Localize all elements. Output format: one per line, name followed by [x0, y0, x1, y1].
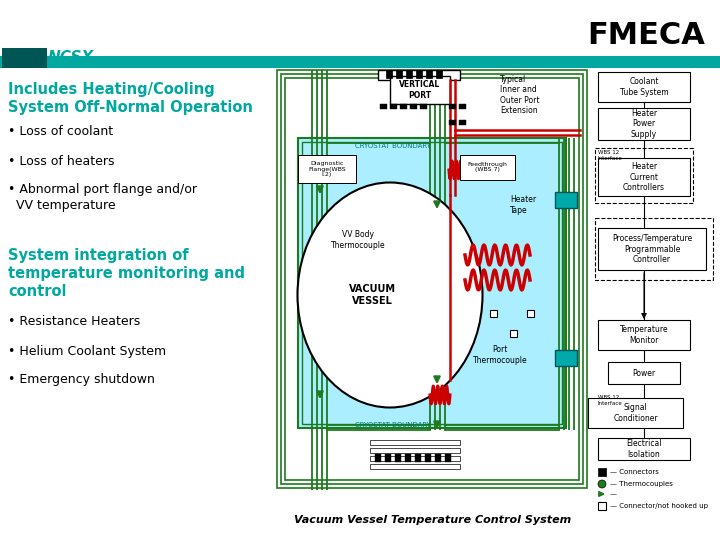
Text: Coolant
Tube System: Coolant Tube System: [620, 77, 668, 97]
Text: Power: Power: [632, 368, 656, 377]
Bar: [598, 228, 706, 270]
Bar: [380, 104, 387, 109]
Bar: [598, 158, 690, 196]
Bar: [510, 330, 517, 337]
Bar: [370, 464, 460, 469]
Bar: [595, 148, 693, 203]
Text: Signal
Conditioner: Signal Conditioner: [613, 403, 658, 423]
Bar: [285, 78, 579, 480]
Bar: [416, 70, 422, 78]
Text: Feedthrough
(WBS 7): Feedthrough (WBS 7): [467, 161, 507, 172]
Text: • Helium Coolant System: • Helium Coolant System: [8, 345, 166, 358]
Bar: [298, 138, 566, 428]
Text: Vacuum Vessel Temperature Control System: Vacuum Vessel Temperature Control System: [294, 515, 572, 525]
Bar: [595, 218, 713, 280]
Bar: [459, 104, 466, 109]
Bar: [436, 70, 442, 78]
Text: Heater
Power
Supply: Heater Power Supply: [631, 109, 657, 139]
Bar: [281, 74, 583, 484]
Text: — Connector/not hooked up: — Connector/not hooked up: [610, 503, 708, 509]
Text: WBS 12
Interface: WBS 12 Interface: [598, 150, 623, 161]
Bar: [555, 192, 577, 208]
Bar: [588, 398, 683, 428]
Text: Electrical
Isolation: Electrical Isolation: [626, 440, 662, 458]
Text: VV Body
Thermocouple: VV Body Thermocouple: [330, 230, 385, 249]
Bar: [277, 70, 587, 488]
Text: VERTICAL
PORT: VERTICAL PORT: [400, 80, 441, 100]
Text: Diagnostic
Flange(WBS
I.2): Diagnostic Flange(WBS I.2): [308, 161, 346, 177]
Text: Port
Thermocouple: Port Thermocouple: [473, 345, 527, 364]
Bar: [370, 440, 460, 445]
Text: • Resistance Heaters: • Resistance Heaters: [8, 315, 140, 328]
Bar: [460, 155, 515, 180]
Bar: [490, 310, 497, 317]
Bar: [459, 120, 466, 125]
Bar: [396, 70, 402, 78]
Bar: [598, 108, 690, 140]
Bar: [2, 48, 47, 68]
Text: — Connectors: — Connectors: [610, 469, 659, 475]
Bar: [386, 70, 392, 78]
Bar: [395, 454, 401, 462]
Bar: [410, 104, 417, 109]
Bar: [598, 320, 690, 350]
Bar: [405, 454, 411, 462]
Text: —: —: [610, 491, 617, 497]
Text: Process/Temperature
Programmable
Controller: Process/Temperature Programmable Control…: [612, 234, 692, 264]
Bar: [555, 350, 577, 366]
Bar: [420, 104, 427, 109]
Bar: [425, 454, 431, 462]
Text: NCSX: NCSX: [48, 51, 94, 65]
Bar: [406, 70, 412, 78]
Bar: [298, 138, 566, 428]
Text: WBS 12
Interface: WBS 12 Interface: [598, 395, 623, 406]
Text: VACUUM
VESSEL: VACUUM VESSEL: [348, 284, 395, 306]
Bar: [426, 70, 432, 78]
Bar: [527, 310, 534, 317]
Text: • Loss of heaters: • Loss of heaters: [8, 155, 114, 168]
Text: • Emergency shutdown: • Emergency shutdown: [8, 373, 155, 386]
Text: System integration of
temperature monitoring and
control: System integration of temperature monito…: [8, 248, 245, 299]
Bar: [302, 142, 562, 424]
Bar: [445, 454, 451, 462]
Bar: [370, 456, 460, 461]
Bar: [390, 104, 397, 109]
Bar: [390, 76, 450, 104]
Bar: [598, 72, 690, 102]
Ellipse shape: [297, 183, 482, 408]
Bar: [378, 70, 460, 80]
Text: Typical
Inner and
Outer Port
Extension: Typical Inner and Outer Port Extension: [500, 75, 539, 115]
Text: Heater
Current
Controllers: Heater Current Controllers: [623, 162, 665, 192]
Text: • Loss of coolant: • Loss of coolant: [8, 125, 113, 138]
Text: Temperature
Monitor: Temperature Monitor: [620, 325, 668, 345]
Bar: [608, 362, 680, 384]
Bar: [0, 56, 720, 68]
Bar: [449, 104, 456, 109]
Bar: [449, 120, 456, 125]
Bar: [598, 438, 690, 460]
Text: CRYOSTAT BOUNDARY: CRYOSTAT BOUNDARY: [355, 143, 431, 149]
Bar: [435, 454, 441, 462]
Text: CRYOSTAT BOUNDARY: CRYOSTAT BOUNDARY: [355, 422, 431, 428]
Text: Heater
Tape: Heater Tape: [510, 195, 536, 215]
Text: FMECA: FMECA: [587, 21, 705, 50]
Text: Includes Heating/Cooling
System Off-Normal Operation: Includes Heating/Cooling System Off-Norm…: [8, 82, 253, 115]
Text: • Abnormal port flange and/or
  VV temperature: • Abnormal port flange and/or VV tempera…: [8, 183, 197, 212]
Text: — Thermocouples: — Thermocouples: [610, 481, 673, 487]
Bar: [598, 468, 606, 476]
Circle shape: [598, 480, 606, 488]
Bar: [375, 454, 381, 462]
Bar: [298, 155, 356, 183]
Bar: [598, 502, 606, 510]
Bar: [400, 104, 407, 109]
Bar: [385, 454, 391, 462]
Bar: [370, 448, 460, 453]
Bar: [415, 454, 421, 462]
